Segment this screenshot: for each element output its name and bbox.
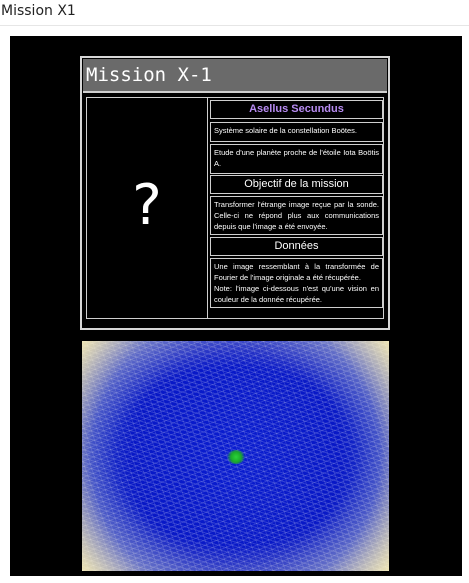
data-text: Une image ressemblant à la transformée d… <box>210 258 383 308</box>
card-title: Mission X-1 <box>86 64 212 86</box>
question-mark-icon: ? <box>132 173 162 238</box>
system-line: Système solaire de la constellation Boöt… <box>210 122 383 142</box>
title-divider <box>0 25 469 26</box>
card-header: Mission X-1 <box>83 59 387 93</box>
page-title: Mission X1 <box>1 3 76 19</box>
objective-text: Transformer l'étrange image reçue par la… <box>210 196 383 235</box>
card-body: ? Asellus Secundus Système solaire de la… <box>86 97 384 319</box>
image-center-glow <box>227 450 245 464</box>
target-name: Asellus Secundus <box>210 100 383 119</box>
fourier-image <box>82 341 389 571</box>
mission-details: Asellus Secundus Système solaire de la c… <box>210 100 383 316</box>
objective-title: Objectif de la mission <box>210 175 383 194</box>
mission-card: Mission X-1 ? Asellus Secundus Système s… <box>80 56 390 330</box>
unknown-preview-pane: ? <box>87 98 208 318</box>
mission-stage: Mission X-1 ? Asellus Secundus Système s… <box>10 36 462 576</box>
data-title: Données <box>210 237 383 256</box>
study-line: Etude d'une planète proche de l'étoile I… <box>210 144 383 174</box>
